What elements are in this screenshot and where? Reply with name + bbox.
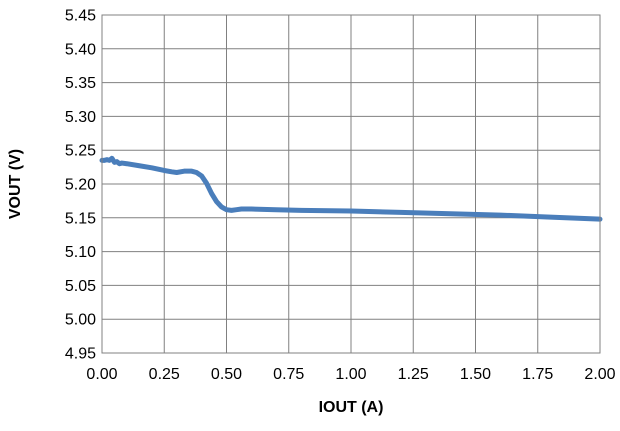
y-tick-label: 5.20	[65, 177, 96, 194]
x-tick-label: 2.00	[584, 366, 615, 383]
y-tick-label: 5.05	[65, 278, 96, 295]
x-tick-label: 1.75	[522, 366, 553, 383]
x-tick-label: 0.25	[149, 366, 180, 383]
plot-frame	[101, 14, 601, 354]
y-tick-label: 5.30	[65, 109, 96, 126]
x-tick-label: 0.50	[211, 366, 242, 383]
y-tick-label: 5.25	[65, 143, 96, 160]
x-tick-label: 0.75	[273, 366, 304, 383]
x-tick-label: 0.00	[86, 366, 117, 383]
y-tick-label: 5.15	[65, 210, 96, 227]
y-tick-label: 4.95	[65, 346, 96, 363]
x-tick-label: 1.00	[335, 366, 366, 383]
x-tick-label: 1.25	[398, 366, 429, 383]
x-tick-label: 1.50	[460, 366, 491, 383]
y-tick-label: 5.45	[65, 8, 96, 25]
y-axis-title: VOUT (V)	[7, 149, 24, 219]
series-layer	[99, 155, 603, 222]
y-tick-label: 5.10	[65, 244, 96, 261]
y-tick-label: 5.00	[65, 312, 96, 329]
y-tick-label: 5.35	[65, 75, 96, 92]
y-tick-label: 5.40	[65, 41, 96, 58]
series-line	[99, 155, 603, 222]
tick-labels: 0.00 0.25 0.50 0.75 1.00 1.25 1.50 1.75 2.00 4.95…	[65, 8, 616, 384]
x-axis-title: IOUT (A)	[319, 399, 384, 416]
